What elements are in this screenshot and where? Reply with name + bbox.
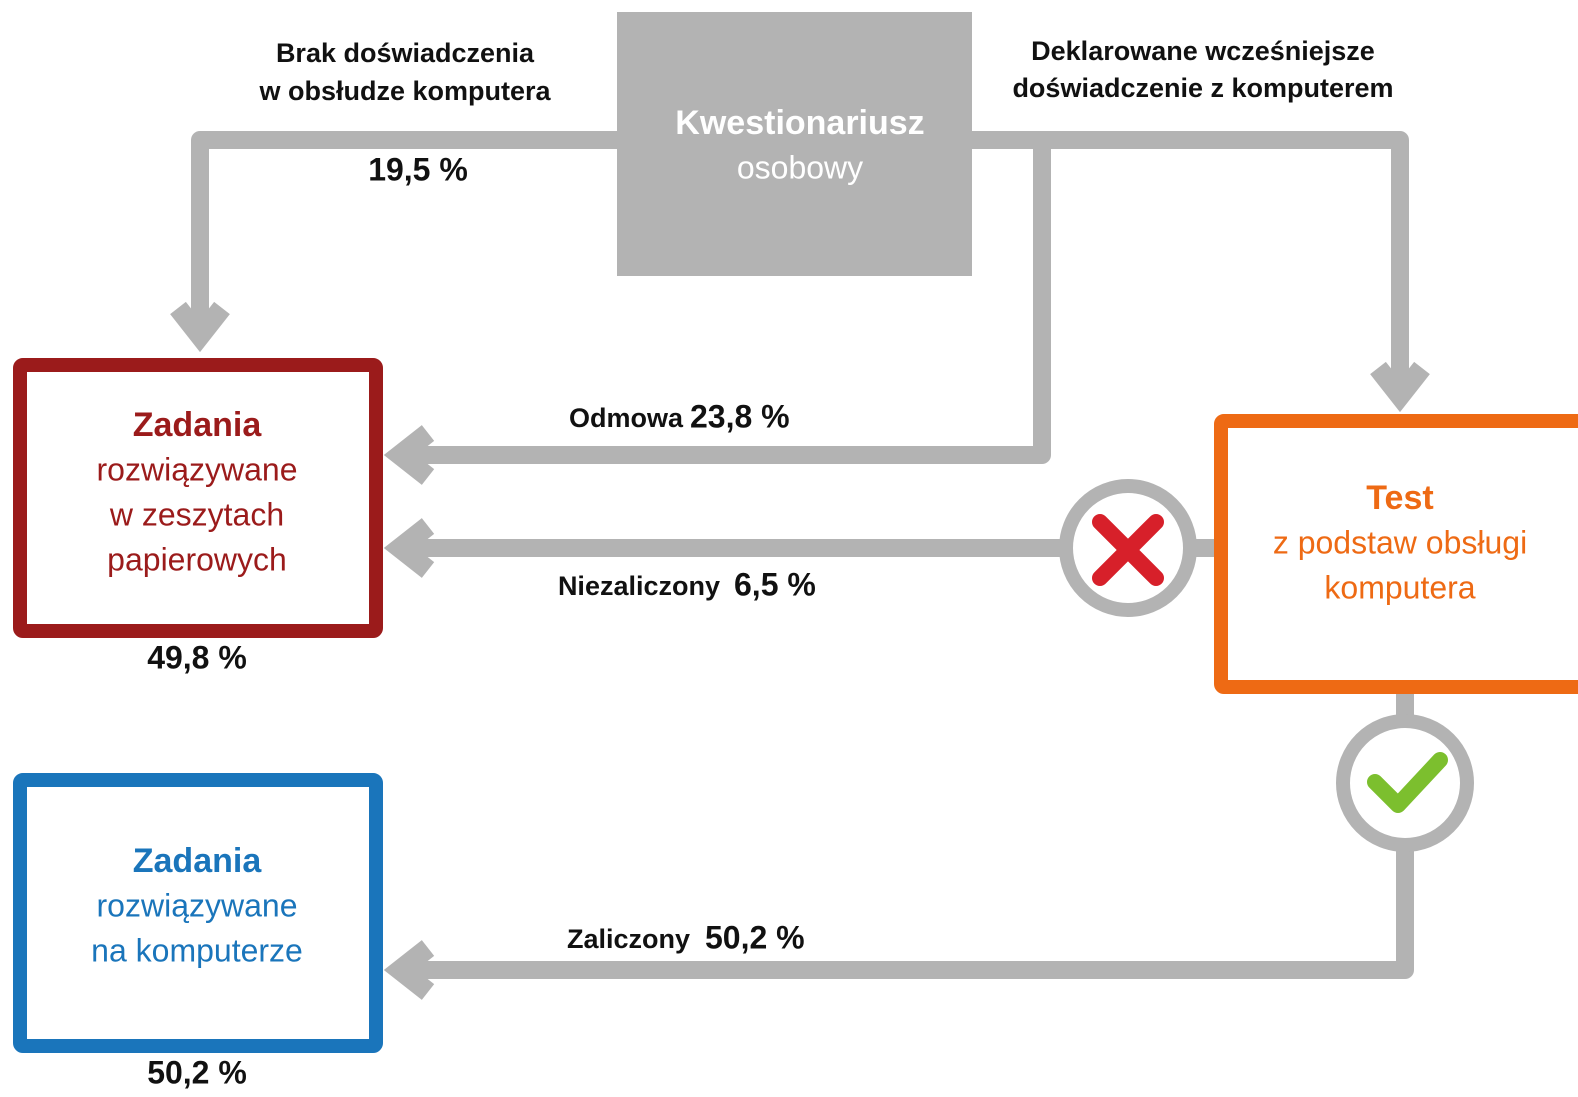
node-line: na komputerze [91,932,303,968]
node-title: Zadania [133,406,263,444]
arrow-head [1370,361,1430,413]
node-share: 49,8 % [147,639,247,675]
arrow-head [170,301,230,353]
connector [410,140,1051,464]
arrow-head [383,518,435,578]
node-line: osobowy [737,149,863,185]
edge-label: Niezaliczony [558,571,720,601]
node-line: komputera [1324,569,1475,605]
arrow-head [383,425,435,485]
questionnaire-box [617,12,972,276]
edge-value: 23,8 % [690,398,790,434]
edge-label: w obsłudze komputera [258,76,551,106]
pass-icon [1336,714,1474,852]
edge-label: Deklarowane wcześniejsze [1031,36,1375,66]
edge-value: 19,5 % [368,151,468,187]
node-line: w zeszytach [109,496,284,532]
connector [410,690,1414,979]
check [1367,752,1448,813]
paper-box [13,358,383,638]
node-line: papierowych [107,541,287,577]
node-title: Test [1366,479,1433,517]
node-line: z podstaw obsługi [1273,524,1527,560]
edge-label: Zaliczony [567,924,690,954]
node-line: rozwiązywane [97,887,298,923]
edge-label: Odmowa [569,403,684,433]
edge-value: 50,2 % [705,919,805,955]
node-title: Zadania [133,842,263,880]
node-line: rozwiązywane [97,451,298,487]
connector [970,131,1409,385]
computer-box [13,773,383,1053]
cross [1092,514,1164,586]
edge-label: doświadczenie z komputerem [1012,73,1393,103]
connector [191,131,620,325]
arrow-head [383,940,435,1000]
edge-label: Brak doświadczenia [276,38,535,68]
edge-value: 6,5 % [734,566,816,602]
test-box [1214,414,1578,694]
node-title: Kwestionariusz [675,104,924,142]
node-share: 50,2 % [147,1054,247,1090]
